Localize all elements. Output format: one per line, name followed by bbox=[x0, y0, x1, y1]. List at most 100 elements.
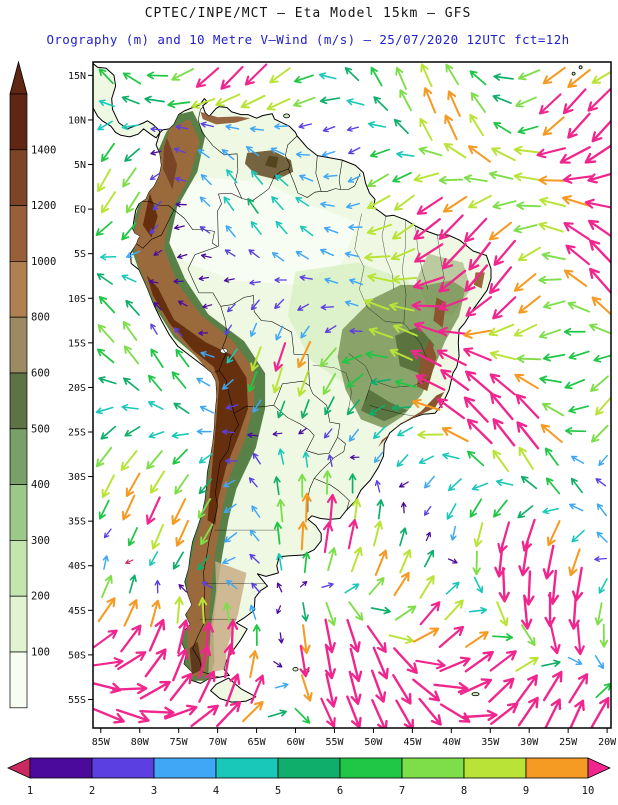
wind-arrow bbox=[272, 431, 283, 437]
wind-arrow bbox=[541, 251, 566, 261]
wind-arrow bbox=[567, 112, 591, 139]
terrain-patch bbox=[200, 111, 251, 125]
wind-arrow bbox=[323, 521, 334, 554]
wind-arrow bbox=[190, 98, 216, 109]
border-line bbox=[218, 306, 228, 371]
wind-arrow bbox=[120, 450, 138, 471]
wind-arrow bbox=[417, 430, 444, 440]
wind-arrow bbox=[433, 682, 469, 694]
wind-arrow bbox=[413, 276, 444, 290]
wind-arrow bbox=[438, 625, 465, 649]
wind-arrow bbox=[388, 634, 414, 644]
wind-arrow bbox=[199, 226, 211, 234]
wind-arrow bbox=[587, 87, 611, 112]
orography-colorbar-segment bbox=[9, 484, 28, 541]
wind-arrow bbox=[419, 117, 433, 141]
wind-arrow bbox=[563, 269, 588, 287]
wind-arrow bbox=[224, 324, 232, 336]
orography-colorbar-segment bbox=[9, 316, 28, 374]
wind-arrow bbox=[349, 647, 363, 683]
wind-arrow bbox=[125, 250, 141, 259]
border-line bbox=[241, 168, 361, 202]
wind-arrow bbox=[199, 196, 211, 207]
wind-arrow bbox=[200, 253, 212, 259]
border-line bbox=[220, 295, 313, 394]
wind-arrow bbox=[542, 507, 559, 515]
wind-arrow bbox=[493, 239, 517, 266]
wind-arrow bbox=[540, 423, 563, 444]
orography-colorbar-segment bbox=[9, 428, 28, 485]
wind-arrow bbox=[117, 651, 147, 671]
wind-arrow bbox=[594, 655, 605, 670]
wind-arrow bbox=[146, 71, 169, 80]
wind-arrow bbox=[467, 145, 492, 163]
orography-colorbar-segment bbox=[9, 595, 28, 653]
border-line bbox=[328, 437, 338, 454]
wind-arrow bbox=[346, 373, 364, 388]
wind-arrow bbox=[444, 114, 458, 141]
wind-arrow bbox=[249, 322, 258, 337]
wind-arrow bbox=[273, 660, 283, 668]
wind-arrow bbox=[98, 68, 114, 85]
wind-arrow bbox=[541, 402, 565, 417]
border-line bbox=[136, 209, 175, 249]
wind-arrow bbox=[520, 475, 538, 490]
wind-arrow bbox=[323, 470, 332, 495]
wind-arrow bbox=[195, 67, 220, 88]
wind-arrow bbox=[347, 519, 359, 550]
wind-arrow bbox=[267, 709, 287, 718]
wind-arrow bbox=[323, 226, 339, 234]
wind-arrow bbox=[299, 581, 308, 588]
wind-arrow bbox=[325, 601, 337, 626]
wind-arrow bbox=[571, 529, 585, 543]
wind-arrow bbox=[542, 66, 566, 85]
wind-arrow bbox=[252, 399, 262, 413]
wind-colorbar-label: 8 bbox=[461, 785, 467, 797]
wind-arrow bbox=[423, 87, 437, 114]
wind-arrow bbox=[466, 418, 493, 445]
wind-arrow bbox=[198, 597, 208, 624]
wind-arrow bbox=[298, 427, 308, 435]
wind-arrow bbox=[175, 201, 187, 208]
lat-label: 5S bbox=[74, 249, 86, 260]
wind-arrow bbox=[346, 618, 361, 653]
wind-arrow bbox=[513, 323, 538, 337]
wind-arrow bbox=[250, 221, 262, 235]
wind-arrow bbox=[172, 448, 188, 465]
wind-arrow bbox=[492, 633, 514, 642]
wind-arrow bbox=[348, 147, 361, 155]
wind-arrow bbox=[348, 473, 357, 494]
wind-arrow bbox=[302, 551, 311, 574]
wind-arrow bbox=[366, 195, 391, 210]
wind-arrow bbox=[468, 194, 492, 209]
wind-arrow bbox=[97, 168, 112, 193]
border-line bbox=[197, 103, 243, 199]
wind-arrow bbox=[348, 428, 359, 442]
lon-label: 50W bbox=[364, 737, 383, 748]
wind-arrow bbox=[266, 97, 291, 111]
map-clip-area bbox=[93, 62, 611, 728]
wind-arrow bbox=[224, 249, 236, 257]
wind-arrow bbox=[367, 273, 394, 283]
wind-arrow bbox=[348, 601, 364, 621]
wind-colorbar-segment bbox=[525, 757, 589, 779]
wind-arrow bbox=[319, 96, 341, 105]
border-line bbox=[315, 155, 322, 192]
wind-arrow bbox=[172, 648, 188, 682]
wind-arrow bbox=[172, 551, 184, 570]
wind-arrow bbox=[488, 221, 512, 241]
wind-arrow bbox=[596, 531, 608, 543]
wind-arrow bbox=[122, 321, 138, 341]
wind-arrow bbox=[370, 377, 391, 386]
wind-arrow bbox=[250, 674, 265, 704]
orography-colorbar-segment bbox=[9, 651, 28, 709]
wind-arrow bbox=[277, 448, 285, 465]
wind-arrow bbox=[139, 706, 175, 718]
wind-arrow bbox=[298, 521, 308, 551]
wind-arrow bbox=[278, 632, 284, 644]
wind-arrow bbox=[249, 529, 260, 542]
wind-arrow bbox=[440, 369, 470, 391]
wind-arrow bbox=[101, 574, 113, 598]
wind-arrow bbox=[174, 176, 187, 183]
wind-arrow bbox=[197, 149, 210, 159]
